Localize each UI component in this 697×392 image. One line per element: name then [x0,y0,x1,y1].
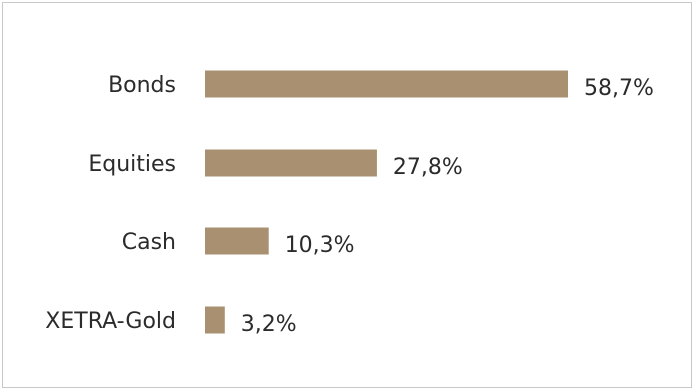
bar-xetra-gold [205,306,225,334]
value-label: 10,3% [285,233,355,258]
category-label: XETRA-Gold [45,309,176,334]
category-label: Bonds [108,73,176,98]
chart-frame [2,2,692,388]
value-label: 58,7% [584,76,654,101]
value-label: 3,2% [241,312,297,337]
bar-cash [205,227,269,255]
bar-bonds [205,70,568,98]
category-label: Equities [88,152,176,177]
bar-equities [205,149,377,177]
value-label: 27,8% [393,155,463,180]
category-label: Cash [122,230,176,255]
